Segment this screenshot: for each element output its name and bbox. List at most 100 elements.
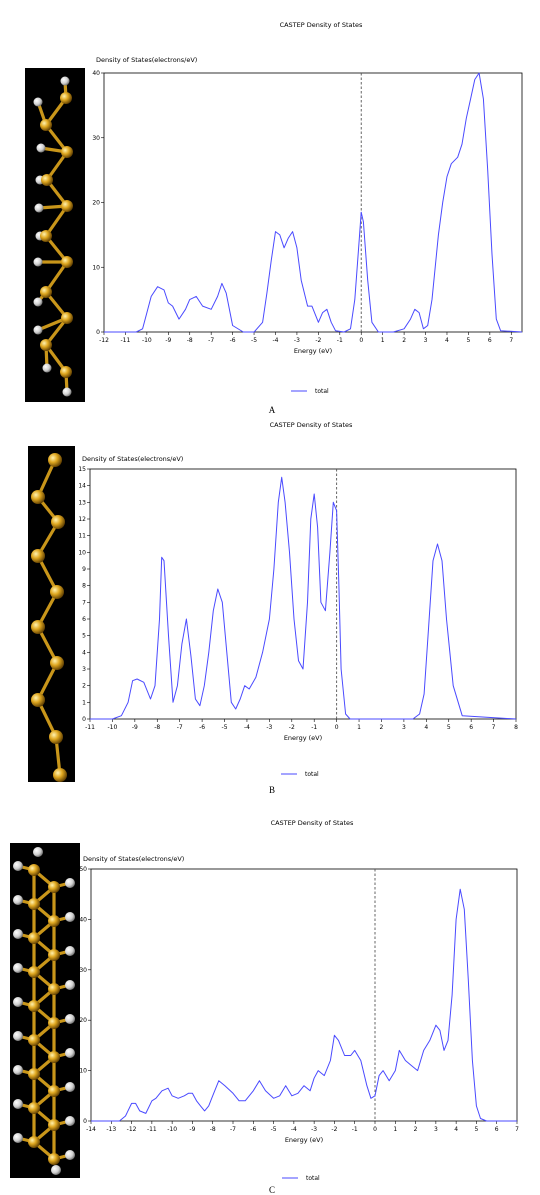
x-tick-label: -7 [208,337,214,344]
y-tick-label: 11 [78,533,86,540]
panel-label-c: C [269,1185,275,1195]
x-tick-label: -5 [251,337,257,344]
x-tick-label: -2 [331,1126,337,1133]
ladder-chain-with-h-icon [13,847,75,1175]
plot-frame [103,72,523,333]
x-tick-label: 3 [402,724,406,731]
x-tick-label: -10 [142,337,152,344]
chart-title: CASTEP Density of States [280,21,363,29]
x-tick-label: 7 [492,724,496,731]
dos-series-line [91,888,517,1122]
gold-atom [28,898,40,910]
hydrogen-atom [13,1133,23,1143]
plot-frame [89,468,517,720]
x-tick-label: -9 [165,337,171,344]
x-tick-label: -8 [210,1126,216,1133]
x-tick-label: 5 [466,337,470,344]
hydrogen-atom [13,997,23,1007]
x-tick-label: 6 [469,724,473,731]
gold-atom [28,1068,40,1080]
dos-chart-b: CASTEP Density of States Density of State… [78,421,518,778]
x-tick-label: 6 [495,1126,499,1133]
x-axis-label: Energy (eV) [285,1136,323,1144]
gold-atom [48,453,62,467]
x-tick-label: 0 [373,1126,377,1133]
y-tick-label: 12 [78,516,86,523]
x-tick-label: -11 [121,337,131,344]
x-tick-label: 7 [515,1126,519,1133]
gold-atom [28,1136,40,1148]
y-tick-label: 15 [78,466,86,473]
x-tick-label: 4 [424,724,428,731]
x-tick-label: -1 [337,337,343,344]
y-tick-label: 50 [79,866,87,873]
y-tick-label: 10 [92,264,100,271]
y-tick-label: 10 [79,1068,87,1075]
x-tick-label: 2 [402,337,406,344]
x-axis-label: Energy (eV) [284,734,322,742]
x-tick-label: 1 [381,337,385,344]
gold-atom [60,366,72,378]
panel-label-b: B [269,785,275,795]
x-tick-label: -1 [311,724,317,731]
structure-image-a [25,68,85,402]
gold-atom [61,256,73,268]
x-tick-label: -3 [311,1126,317,1133]
x-tick-label: 5 [447,724,451,731]
y-tick-label: 0 [82,716,86,723]
gold-atom [61,146,73,158]
dos-chart-a: CASTEP Density of States Density of State… [92,21,523,395]
hydrogen-atom [13,963,23,973]
hydrogen-atom [65,946,75,956]
x-tick-label: -9 [132,724,138,731]
legend-label: total [306,1175,320,1182]
y-tick-label: 8 [82,583,86,590]
y-tick-label: 4 [82,649,86,656]
hydrogen-atom [34,203,44,213]
y-tick-label: 30 [92,135,100,142]
gold-atom [48,949,60,961]
y-tick-label: 30 [79,967,87,974]
gold-atom [40,230,52,242]
gold-atom [60,92,72,104]
gold-atom [28,966,40,978]
gold-atom [48,1119,60,1131]
x-tick-label: 6 [488,337,492,344]
gold-atom [31,620,45,634]
gold-atom [50,585,64,599]
gold-atom [31,693,45,707]
y-tick-label: 40 [92,70,100,77]
chart-title: CASTEP Density of States [271,819,354,827]
hydrogen-atom [33,325,43,335]
gold-atom [48,1017,60,1029]
y-tick-label: 13 [78,499,86,506]
gold-atom [49,730,63,744]
gold-atom [50,656,64,670]
dos-series-line [90,476,517,720]
x-tick-label: -14 [86,1126,96,1133]
gold-atom [28,1000,40,1012]
x-tick-label: 0 [359,337,363,344]
legend-label: total [315,388,329,395]
x-tick-label: -6 [250,1126,256,1133]
y-tick-label: 20 [79,1017,87,1024]
panel-label-a: A [269,405,276,415]
x-tick-label: -4 [291,1126,297,1133]
hydrogen-atom [13,1031,23,1041]
x-axis-label: Energy (eV) [294,347,332,355]
chart-title: CASTEP Density of States [270,421,353,429]
y-tick-label: 40 [79,916,87,923]
y-tick-label: 0 [83,1118,87,1125]
x-tick-label: 4 [454,1126,458,1133]
zigzag-chain-with-h-icon [33,76,73,397]
y-tick-label: 10 [78,549,86,556]
gold-atom [48,1153,60,1165]
hydrogen-atom [60,76,70,86]
x-tick-label: 3 [434,1126,438,1133]
y-tick-label: 7 [82,599,86,606]
y-axis-label: Density of States(electrons/eV) [96,56,197,64]
gold-atom [40,339,52,351]
hydrogen-atom [33,97,43,107]
x-tick-label: -11 [85,724,95,731]
